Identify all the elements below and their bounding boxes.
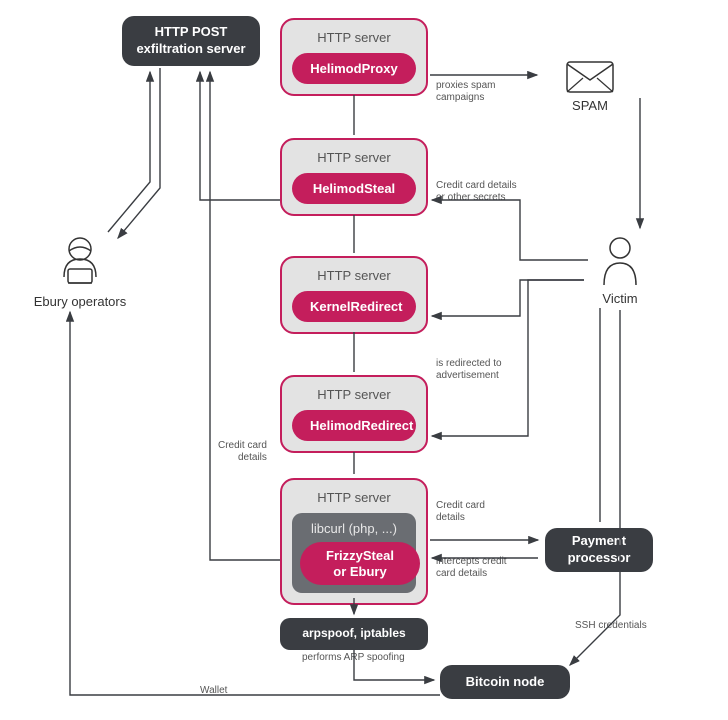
bitcoin-node-box: Bitcoin node — [440, 665, 570, 699]
label-cc-secrets: Credit card details or other secrets — [436, 180, 517, 204]
payment-label: Payment processor — [568, 533, 631, 567]
spam-label: SPAM — [545, 98, 635, 113]
payment-processor-box: Payment processor — [545, 528, 653, 572]
server-header: HTTP server — [292, 490, 416, 505]
server-header: HTTP server — [292, 268, 416, 283]
label-arp: performs ARP spoofing — [302, 652, 405, 664]
server-frizzysteal: HTTP server libcurl (php, ...) FrizzySte… — [280, 478, 428, 605]
label-ssh: SSH credentials — [575, 620, 647, 632]
label-cc-left: Credit card details — [218, 440, 267, 464]
pill-helimodproxy: HelimodProxy — [292, 53, 416, 84]
server-header: HTTP server — [292, 150, 416, 165]
person-icon — [598, 235, 642, 287]
spam-actor: SPAM — [545, 60, 635, 113]
exfiltration-server-box: HTTP POST exfiltration server — [122, 16, 260, 66]
label-proxies-spam: proxies spam campaigns — [436, 80, 495, 104]
bitcoin-label: Bitcoin node — [466, 674, 545, 691]
pill-frizzysteal: FrizzySteal or Ebury — [300, 542, 420, 585]
pill-helimodsteal: HelimodSteal — [292, 173, 416, 204]
label-wallet: Wallet — [200, 685, 227, 697]
label-cc-right: Credit card details — [436, 500, 485, 524]
server-helimodsteal: HTTP server HelimodSteal — [280, 138, 428, 216]
server-helimodredirect: HTTP server HelimodRedirect — [280, 375, 428, 453]
pill-helimodredirect: HelimodRedirect — [292, 410, 416, 441]
label-redirected: is redirected to advertisement — [436, 358, 502, 382]
victim-label: Victim — [585, 291, 655, 306]
libcurl-label: libcurl (php, ...) — [300, 521, 408, 536]
hacker-icon — [50, 235, 110, 290]
victim-actor: Victim — [585, 235, 655, 306]
libcurl-box: libcurl (php, ...) FrizzySteal or Ebury — [292, 513, 416, 593]
server-header: HTTP server — [292, 30, 416, 45]
pill-kernelredirect: KernelRedirect — [292, 291, 416, 322]
arpspoof-label: arpspoof, iptables — [302, 626, 405, 642]
server-helimodproxy: HTTP server HelimodProxy — [280, 18, 428, 96]
exfil-label: HTTP POST exfiltration server — [136, 24, 245, 58]
operators-label: Ebury operators — [30, 294, 130, 309]
server-header: HTTP server — [292, 387, 416, 402]
envelope-icon — [565, 60, 615, 94]
label-intercepts: intercepts credit card details — [436, 556, 507, 580]
ebury-operators-actor: Ebury operators — [30, 235, 130, 309]
server-kernelredirect: HTTP server KernelRedirect — [280, 256, 428, 334]
arpspoof-box: arpspoof, iptables — [280, 618, 428, 650]
